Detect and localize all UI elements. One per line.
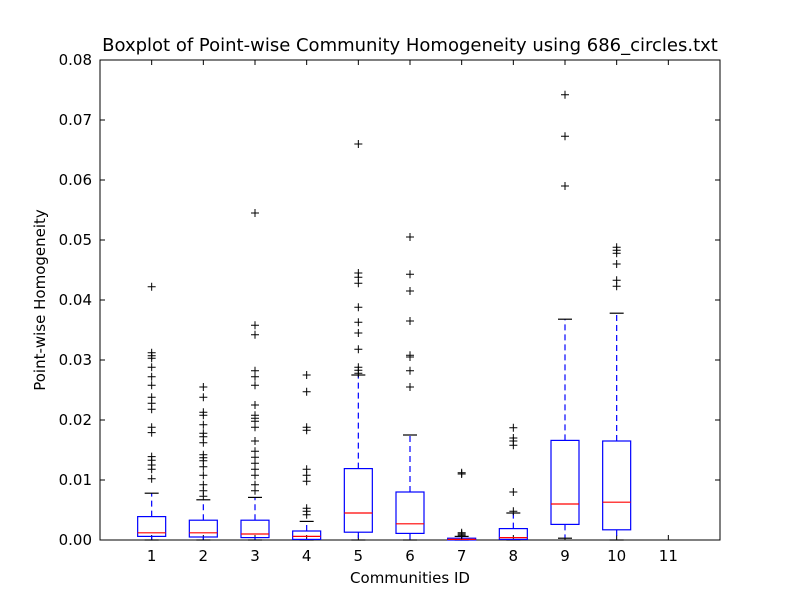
outlier-marker <box>406 383 414 391</box>
x-tick-label: 2 <box>199 547 209 565</box>
box-body <box>240 519 270 539</box>
outlier-marker <box>509 507 518 516</box>
outlier-marker <box>147 363 156 372</box>
outlier-marker <box>251 366 259 375</box>
y-tick-label: 0.07 <box>59 111 92 129</box>
outlier-marker <box>199 429 208 438</box>
x-axis-label: Communities ID <box>350 569 470 587</box>
x-tick-label: 8 <box>509 547 519 565</box>
y-tick-label: 0.03 <box>59 351 92 369</box>
outlier-marker <box>302 387 311 396</box>
outlier-marker <box>199 480 208 489</box>
outlier-marker <box>354 363 363 372</box>
box-body <box>188 519 218 538</box>
box-body <box>602 440 632 531</box>
y-tick-label: 0.05 <box>59 231 92 249</box>
outlier-marker <box>147 452 156 461</box>
outlier-marker <box>354 269 363 277</box>
outlier-marker <box>147 372 156 381</box>
outlier-marker <box>251 480 259 489</box>
outlier-marker <box>457 468 466 477</box>
outlier-marker <box>354 318 363 327</box>
outlier-marker <box>406 287 414 295</box>
outlier-marker <box>147 282 156 291</box>
outlier-marker <box>406 351 414 360</box>
outlier-marker <box>147 348 156 357</box>
outlier-marker <box>147 381 156 390</box>
outlier-marker <box>457 528 466 537</box>
outlier-marker <box>406 366 414 375</box>
y-tick-label: 0.04 <box>59 291 92 309</box>
box-body <box>395 491 425 535</box>
outlier-marker <box>612 243 621 252</box>
outlier-marker <box>612 276 621 285</box>
outlier-marker <box>199 420 208 429</box>
outlier-marker <box>354 303 363 312</box>
outlier-marker <box>147 393 156 402</box>
outlier-marker <box>302 371 311 379</box>
y-tick-label: 0.06 <box>59 171 92 189</box>
x-tick-label: 11 <box>659 547 678 565</box>
outlier-marker <box>251 209 259 217</box>
x-tick-label: 1 <box>147 547 157 565</box>
outlier-marker <box>199 408 208 417</box>
outlier-marker <box>354 140 363 148</box>
outlier-marker <box>561 90 569 99</box>
outlier-marker <box>354 329 363 337</box>
outlier-marker <box>509 488 518 496</box>
box-body <box>292 530 322 540</box>
outlier-marker <box>199 471 208 480</box>
outlier-marker <box>302 423 311 432</box>
outlier-marker <box>199 383 208 391</box>
y-tick-label: 0.01 <box>59 471 92 489</box>
outlier-marker <box>509 434 518 442</box>
outlier-marker <box>251 437 259 445</box>
y-tick-label: 0.02 <box>59 411 92 429</box>
chart-title: Boxplot of Point-wise Community Homogene… <box>102 35 718 56</box>
outlier-marker <box>199 393 208 402</box>
outlier-marker <box>251 401 259 409</box>
outlier-marker <box>406 233 414 241</box>
outlier-marker <box>302 504 311 513</box>
outlier-marker <box>509 423 518 432</box>
outlier-marker <box>354 345 363 354</box>
outlier-marker <box>147 474 156 483</box>
box-body <box>498 527 528 540</box>
x-tick-label: 6 <box>405 547 415 565</box>
y-tick-label: 0.08 <box>59 51 92 69</box>
x-tick-label: 5 <box>354 547 364 565</box>
outlier-marker <box>251 447 259 456</box>
outlier-marker <box>251 321 259 330</box>
x-tick-label: 7 <box>457 547 467 565</box>
outlier-marker <box>561 182 569 190</box>
outlier-marker <box>612 260 621 268</box>
x-tick-label: 10 <box>607 547 626 565</box>
box-body <box>137 515 167 537</box>
box-body <box>550 439 580 525</box>
outlier-marker <box>561 132 569 141</box>
outlier-marker <box>406 270 414 279</box>
x-tick-label: 9 <box>560 547 570 565</box>
x-tick-label: 3 <box>250 547 260 565</box>
outlier-marker <box>251 381 259 390</box>
outlier-marker <box>251 330 259 339</box>
outlier-marker <box>147 423 156 432</box>
y-tick-label: 0.00 <box>59 531 92 549</box>
outlier-marker <box>251 411 259 420</box>
outlier-marker <box>302 465 311 474</box>
outlier-marker <box>199 450 208 459</box>
x-tick-label: 4 <box>302 547 312 565</box>
box-body <box>343 468 373 533</box>
outlier-marker <box>406 317 414 325</box>
